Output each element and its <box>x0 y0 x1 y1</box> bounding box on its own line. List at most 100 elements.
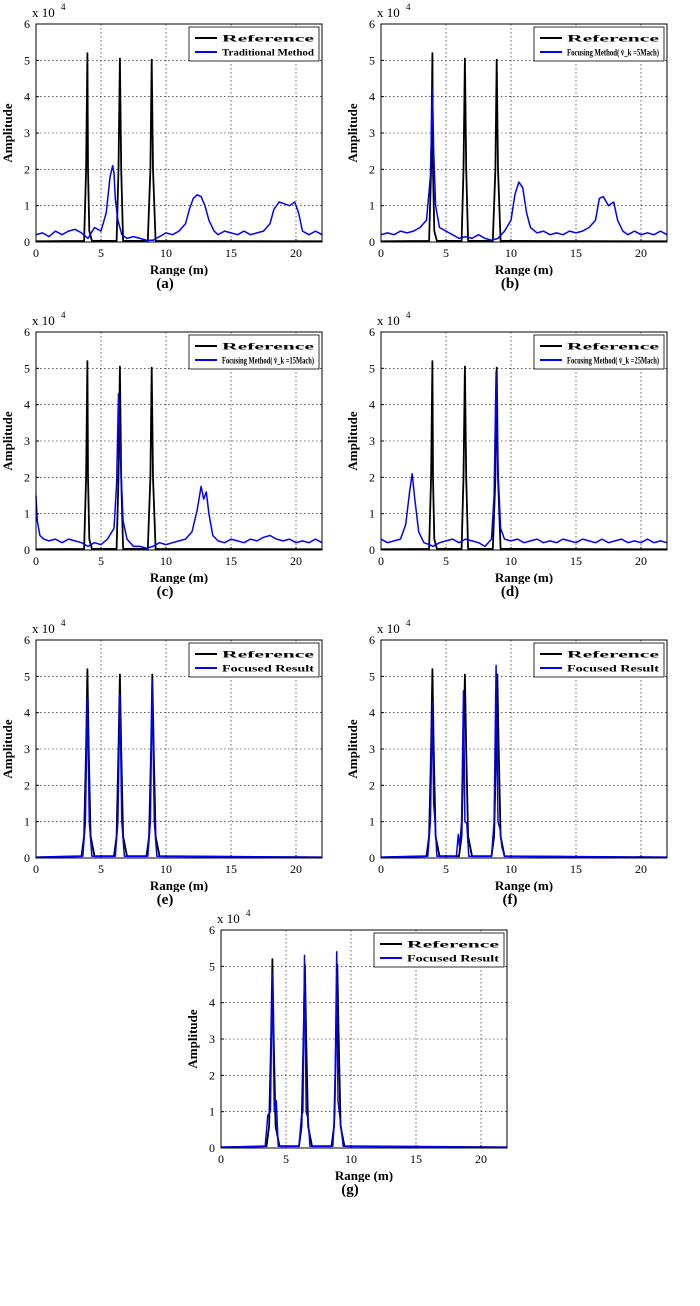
chart-panel-b: 0 5 10 15 20 0 1 2 3 4 5 6 x 10 4 Range (m) Amplitude Re… <box>345 0 675 400</box>
chart-caption: (c) <box>156 584 174 600</box>
y-tick-label: 4 <box>369 90 375 104</box>
y-exponent-label: x 10 <box>32 5 55 20</box>
y-tick-label: 6 <box>369 17 375 31</box>
y-tick-label: 5 <box>209 959 215 973</box>
x-tick-label: 10 <box>505 862 517 876</box>
y-exponent-label: x 10 <box>377 313 400 328</box>
y-exponent-power: 4 <box>406 2 411 12</box>
x-axis-label: Range (m) <box>335 1168 393 1182</box>
y-tick-label: 5 <box>369 53 375 67</box>
chart-svg: 0 5 10 15 20 0 1 2 3 4 5 6x 10 4 Range (m) Amplitude Re… <box>345 310 668 584</box>
chart-panel-a: 0 5 10 15 20 0 1 2 3 4 5 6 x 10 4 Range (m) Amplitude Re… <box>0 0 330 400</box>
legend-label: Reference <box>222 35 314 45</box>
legend-label: Focused Result <box>222 665 315 675</box>
y-exponent-label: x 10 <box>217 911 240 926</box>
x-tick-label: 20 <box>290 862 302 876</box>
y-axis-label: Amplitude <box>0 719 15 778</box>
y-tick-label: 0 <box>24 851 30 865</box>
y-tick-label: 1 <box>24 199 30 213</box>
x-tick-label: 10 <box>160 246 172 260</box>
y-tick-label: 5 <box>369 361 375 375</box>
y-exponent-power: 4 <box>61 618 66 628</box>
y-tick-label: 4 <box>369 398 375 412</box>
y-exponent-power: 4 <box>246 908 251 918</box>
x-axis-label: Range (m) <box>495 570 553 584</box>
y-tick-label: 2 <box>369 162 375 176</box>
y-tick-label: 5 <box>24 361 30 375</box>
series-line-method <box>220 951 508 1149</box>
chart-caption: (a) <box>156 276 174 292</box>
chart-svg: 0 5 10 15 20 0 1 2 3 4 5 6x 10 4 Range (m) Amplitude Re… <box>345 618 668 892</box>
y-tick-label: 1 <box>24 507 30 521</box>
y-exponent-power: 4 <box>406 310 411 320</box>
y-tick-label: 3 <box>24 434 30 448</box>
y-tick-label: 4 <box>369 706 375 720</box>
chart-svg: 0 5 10 15 20 0 1 2 3 4 5 6x 10 4 Range (m) Amplitude Re… <box>0 2 323 276</box>
y-axis-label: Amplitude <box>185 1009 200 1068</box>
legend-label: Reference <box>222 651 314 661</box>
x-tick-label: 20 <box>290 554 302 568</box>
series-line-method <box>380 664 668 859</box>
legend-label: Reference <box>567 651 659 661</box>
y-tick-label: 2 <box>24 162 30 176</box>
chart-caption: (b) <box>500 276 520 292</box>
y-tick-label: 3 <box>369 434 375 448</box>
chart-svg: 0 5 10 15 20 0 1 2 3 4 5 6x 10 4 Range (m) Amplitude Re… <box>0 618 323 892</box>
x-tick-label: 15 <box>225 554 237 568</box>
y-axis-label: Amplitude <box>0 103 15 162</box>
x-tick-label: 10 <box>345 1152 357 1166</box>
x-tick-label: 15 <box>570 246 582 260</box>
y-tick-label: 0 <box>369 235 375 249</box>
y-tick-label: 3 <box>369 742 375 756</box>
y-tick-label: 6 <box>24 633 30 647</box>
x-tick-label: 0 <box>33 862 39 876</box>
x-tick-label: 20 <box>635 246 647 260</box>
legend-label: Reference <box>567 343 659 353</box>
legend-label: Focusing Method( v̂_k =25Mach) <box>567 356 659 367</box>
x-tick-label: 15 <box>570 554 582 568</box>
y-tick-label: 2 <box>369 470 375 484</box>
x-tick-label: 10 <box>505 554 517 568</box>
chart-panel-e: 0 5 10 15 20 0 1 2 3 4 5 6 x 10 4 Range (m) Amplitude Re… <box>0 616 330 1016</box>
y-tick-label: 6 <box>369 633 375 647</box>
y-exponent-power: 4 <box>61 310 66 320</box>
y-tick-label: 0 <box>24 235 30 249</box>
legend-label: Traditional Method <box>222 49 315 59</box>
series-line-method <box>35 679 323 859</box>
legend-box <box>373 932 505 968</box>
legend-box <box>188 26 320 62</box>
x-tick-label: 5 <box>98 246 104 260</box>
x-tick-label: 0 <box>218 1152 224 1166</box>
x-tick-label: 5 <box>98 862 104 876</box>
y-exponent-label: x 10 <box>377 5 400 20</box>
y-tick-label: 6 <box>24 325 30 339</box>
x-tick-label: 15 <box>410 1152 422 1166</box>
chart-svg: 0 5 10 15 20 0 1 2 3 4 5 6x 10 4 Range (m) Amplitude Re… <box>345 2 668 276</box>
y-tick-label: 2 <box>24 470 30 484</box>
x-tick-label: 20 <box>475 1152 487 1166</box>
chart-panel-g: 0 5 10 15 20 0 1 2 3 4 5 6 x 10 4 Range (m) Amplitude Re… <box>185 906 515 1306</box>
series-line-reference <box>380 668 668 859</box>
x-axis-label: Range (m) <box>495 878 553 892</box>
x-tick-label: 0 <box>378 246 384 260</box>
y-axis-label: Amplitude <box>0 411 15 470</box>
y-tick-label: 4 <box>209 996 215 1010</box>
y-exponent-power: 4 <box>61 2 66 12</box>
chart-panel-f: 0 5 10 15 20 0 1 2 3 4 5 6 x 10 4 Range (m) Amplitude Re… <box>345 616 675 1016</box>
y-tick-label: 3 <box>24 742 30 756</box>
y-tick-label: 5 <box>24 53 30 67</box>
x-tick-label: 5 <box>443 246 449 260</box>
x-tick-label: 0 <box>33 554 39 568</box>
chart-svg: 0 5 10 15 20 0 1 2 3 4 5 6x 10 4 Range (m) Amplitude Re… <box>0 310 323 584</box>
x-tick-label: 15 <box>225 246 237 260</box>
chart-caption: (d) <box>500 584 520 600</box>
y-tick-label: 4 <box>24 90 30 104</box>
y-tick-label: 0 <box>209 1141 215 1155</box>
y-axis-label: Amplitude <box>345 719 360 778</box>
y-tick-label: 1 <box>369 815 375 829</box>
x-tick-label: 5 <box>443 554 449 568</box>
series-line-method <box>380 371 668 548</box>
x-tick-label: 0 <box>378 554 384 568</box>
y-tick-label: 4 <box>24 398 30 412</box>
y-tick-label: 1 <box>369 507 375 521</box>
